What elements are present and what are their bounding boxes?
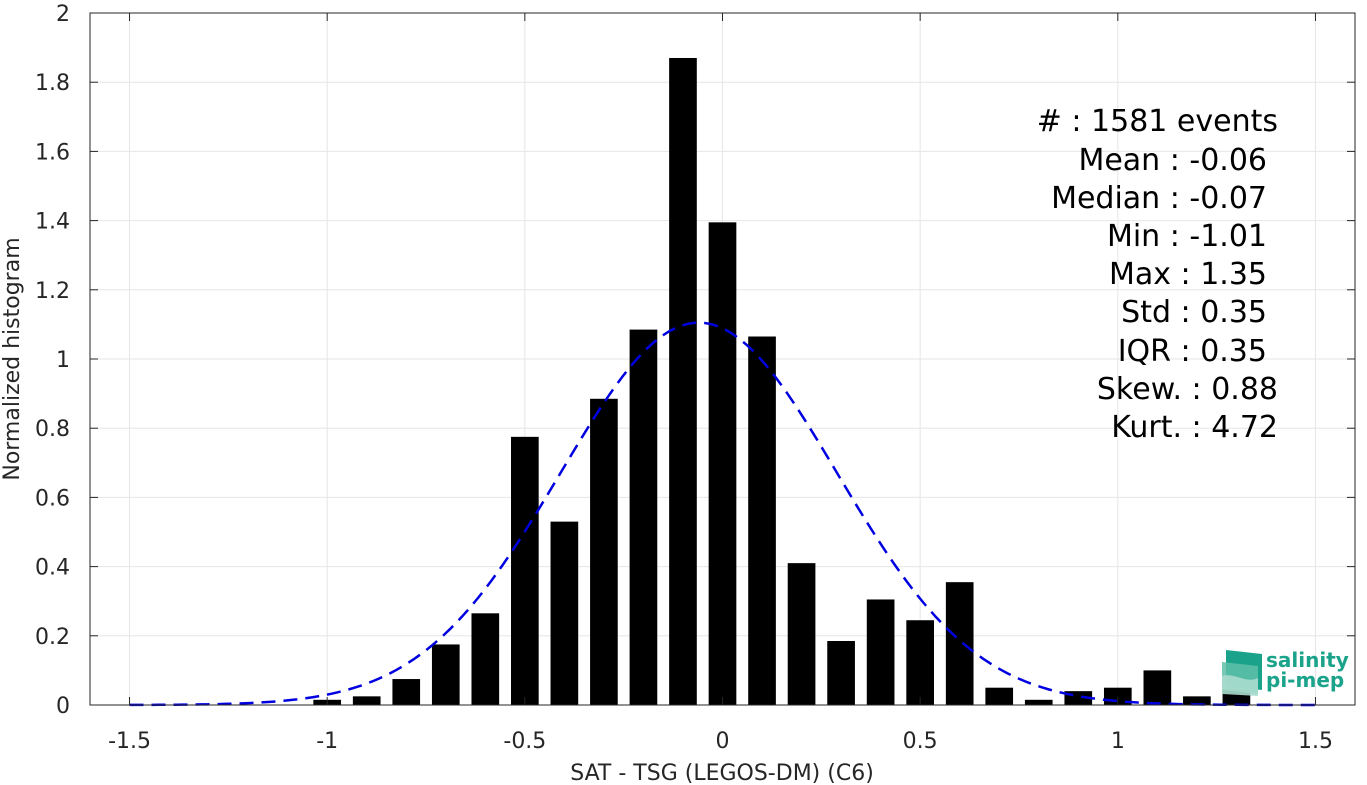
logo-line2: pi-mep [1266, 668, 1344, 692]
x-tick-label: 1 [1111, 729, 1125, 754]
y-tick-label: 1.2 [35, 279, 70, 304]
histogram-bar [669, 57, 697, 706]
histogram-bar [471, 613, 500, 705]
normal-fit-curve [129, 321, 1316, 707]
histogram-bar [787, 563, 816, 705]
histogram-bar [985, 687, 1014, 705]
stat-min: Min : -1.01 [1107, 219, 1267, 254]
x-tick-label: 0 [716, 729, 730, 754]
stat-mean: Mean : -0.06 [1078, 143, 1267, 178]
y-tick-label: 1 [56, 348, 70, 373]
y-tick-label: 1.4 [35, 210, 70, 235]
y-tick-label: 1.6 [35, 140, 70, 165]
salinity-pi-mep-logo: salinity pi-mep [1222, 648, 1349, 696]
y-tick-label: 2 [56, 2, 70, 27]
y-tick-label: 0.4 [35, 556, 70, 581]
histogram-bar [590, 398, 618, 705]
histogram-bar [866, 599, 895, 705]
histogram-bar [945, 582, 974, 705]
y-tick-label: 1.8 [35, 71, 70, 96]
x-tick-label: -1.5 [108, 729, 151, 754]
histogram-bar [748, 336, 776, 705]
stat-skew: Skew. : 0.88 [1097, 372, 1278, 407]
x-tick-label: 0.5 [903, 729, 938, 754]
bars-layer [313, 57, 1251, 706]
stat-max: Max : 1.35 [1109, 257, 1267, 292]
stat-std: Std : 0.35 [1121, 295, 1267, 330]
x-tick-label: 1.5 [1298, 729, 1333, 754]
logo-mark-icon [1222, 650, 1262, 696]
histogram-bar [392, 679, 421, 705]
y-tick-label: 0.6 [35, 486, 70, 511]
y-axis-label: Normalized histogram [0, 237, 25, 480]
histogram-bar [1183, 696, 1211, 705]
histogram-bar [1024, 699, 1053, 705]
y-tick-label: 0 [56, 694, 70, 719]
histogram-bar [629, 329, 658, 705]
x-tick-labels: -1.5 -1 -0.5 0 0.5 1 1.5 [108, 729, 1333, 754]
x-tick-label: -1 [316, 729, 338, 754]
stat-kurt: Kurt. : 4.72 [1111, 410, 1278, 445]
histogram-bar [906, 620, 934, 705]
histogram-bar [708, 222, 737, 705]
stat-events: # : 1581 events [1037, 104, 1278, 139]
y-tick-label: 0.8 [35, 417, 70, 442]
stats-box: # : 1581 events Mean : -0.06 Median : -0… [1037, 104, 1278, 445]
ticks-layer [90, 12, 1355, 706]
histogram-bar [352, 696, 381, 705]
histogram-bar [550, 521, 579, 705]
stat-iqr: IQR : 0.35 [1118, 334, 1267, 369]
x-axis-label: SAT - TSG (LEGOS-DM) (C6) [570, 761, 874, 785]
y-tick-label: 0.2 [35, 625, 70, 650]
histogram-bar [431, 644, 460, 705]
histogram-bar [827, 640, 855, 705]
stat-median: Median : -0.07 [1051, 181, 1267, 216]
histogram-bar [1143, 670, 1172, 705]
x-tick-label: -0.5 [503, 729, 546, 754]
histogram-bar [511, 436, 539, 705]
y-tick-labels: 0 0.2 0.4 0.6 0.8 1 1.2 1.4 1.6 1.8 2 [35, 2, 70, 719]
logo-line1: salinity [1266, 648, 1349, 672]
